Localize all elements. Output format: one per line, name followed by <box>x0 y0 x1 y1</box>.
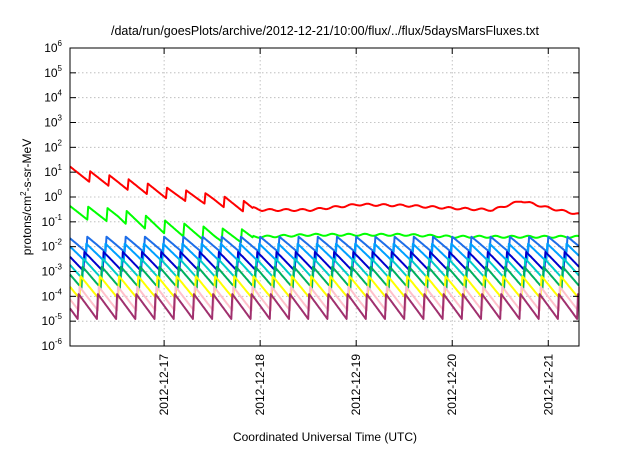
x-axis: 2012-12-17 2012-12-18 2012-12-19 2012-12-20… <box>157 48 555 415</box>
y-tick-base: 10 <box>42 240 56 254</box>
series-line-3 <box>69 235 580 253</box>
y-tick-exponent: 1 <box>58 163 63 172</box>
y-tick-base: 10 <box>42 314 56 328</box>
y-tick-base: 10 <box>44 116 58 130</box>
y-axis-label-main: protons/cm <box>20 196 34 255</box>
y-tick-label: 103 <box>44 114 62 130</box>
y-tick-exponent: 5 <box>58 64 63 73</box>
y-tick-exponent: 3 <box>58 114 63 123</box>
y-tick-base: 10 <box>44 66 58 80</box>
series-layer <box>69 165 580 320</box>
y-tick-base: 10 <box>42 265 56 279</box>
y-axis: 10610510410310210110010-110-210-310-410-… <box>42 39 579 353</box>
y-tick-label: 100 <box>44 188 62 204</box>
y-tick-exponent: 4 <box>58 89 63 98</box>
y-tick-label: 105 <box>44 64 62 80</box>
y-tick-exponent: -4 <box>55 287 63 296</box>
chart-title: /data/run/goesPlots/archive/2012-12-21/1… <box>111 24 540 38</box>
y-axis-label-units: -s-sr-MeV <box>20 139 34 192</box>
series-line-1 <box>69 165 580 215</box>
y-tick-base: 10 <box>44 41 58 55</box>
y-tick-exponent: -2 <box>55 238 63 247</box>
series-line-4 <box>69 242 580 263</box>
x-tick-label: 2012-12-18 <box>253 354 267 416</box>
x-tick-label: 2012-12-20 <box>445 354 459 416</box>
y-tick-label: 10-5 <box>42 312 63 328</box>
x-tick-label: 2012-12-21 <box>541 354 555 416</box>
y-tick-exponent: 0 <box>58 188 63 197</box>
y-tick-label: 102 <box>44 138 62 154</box>
y-tick-label: 101 <box>44 163 62 179</box>
y-tick-label: 10-4 <box>42 287 63 303</box>
y-tick-exponent: -5 <box>55 312 63 321</box>
x-tick-label: 2012-12-19 <box>349 354 363 416</box>
series-line-10 <box>69 293 580 320</box>
y-tick-label: 106 <box>44 39 62 55</box>
y-tick-exponent: 2 <box>58 138 63 147</box>
y-tick-exponent: -3 <box>55 263 63 272</box>
y-tick-base: 10 <box>44 91 58 105</box>
series-line-7 <box>69 265 580 289</box>
x-axis-label: Coordinated Universal Time (UTC) <box>233 430 417 444</box>
y-axis-label: protons/cm2-s-sr-MeV <box>19 139 34 255</box>
y-tick-label: 10-2 <box>42 238 63 254</box>
y-tick-exponent: 6 <box>58 39 63 48</box>
series-line-5 <box>69 250 580 272</box>
y-tick-base: 10 <box>42 289 56 303</box>
y-tick-base: 10 <box>44 140 58 154</box>
y-tick-label: 10-6 <box>42 337 63 353</box>
series-line-6 <box>69 257 580 280</box>
series-line-2 <box>69 205 580 244</box>
y-tick-base: 10 <box>44 165 58 179</box>
grid <box>70 48 579 346</box>
y-tick-base: 10 <box>42 215 56 229</box>
y-tick-exponent: -1 <box>55 213 63 222</box>
x-tick-label: 2012-12-17 <box>157 354 171 416</box>
y-tick-label: 104 <box>44 89 62 105</box>
y-tick-label: 10-3 <box>42 263 63 279</box>
y-tick-base: 10 <box>42 339 56 353</box>
y-tick-exponent: -6 <box>55 337 63 346</box>
y-tick-base: 10 <box>44 190 58 204</box>
y-tick-label: 10-1 <box>42 213 63 229</box>
y-axis-label-superscript: 2 <box>19 191 28 196</box>
